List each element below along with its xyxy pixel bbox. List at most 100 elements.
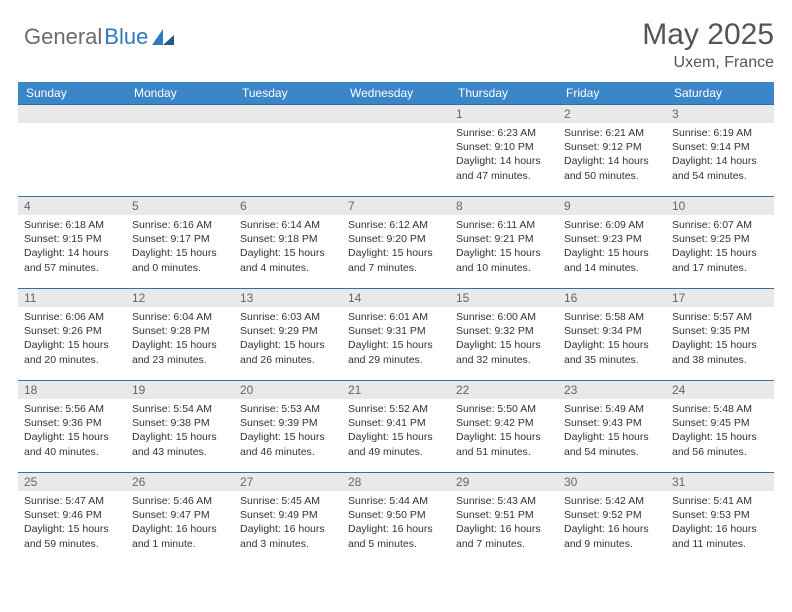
day-cell: 8Sunrise: 6:11 AMSunset: 9:21 PMDaylight… [450,197,558,289]
day-details: Sunrise: 5:50 AMSunset: 9:42 PMDaylight:… [450,399,558,461]
calendar-row: 11Sunrise: 6:06 AMSunset: 9:26 PMDayligh… [18,289,774,381]
day-details: Sunrise: 5:53 AMSunset: 9:39 PMDaylight:… [234,399,342,461]
empty-cell [18,105,126,197]
day-number: 13 [234,289,342,307]
day-cell: 5Sunrise: 6:16 AMSunset: 9:17 PMDaylight… [126,197,234,289]
day-number [342,105,450,123]
day-cell: 28Sunrise: 5:44 AMSunset: 9:50 PMDayligh… [342,473,450,565]
day-details: Sunrise: 5:48 AMSunset: 9:45 PMDaylight:… [666,399,774,461]
day-number: 15 [450,289,558,307]
logo-text-2: Blue [104,24,148,50]
day-details: Sunrise: 6:06 AMSunset: 9:26 PMDaylight:… [18,307,126,369]
day-number: 19 [126,381,234,399]
day-number: 23 [558,381,666,399]
day-number: 18 [18,381,126,399]
day-details: Sunrise: 5:41 AMSunset: 9:53 PMDaylight:… [666,491,774,553]
day-number: 28 [342,473,450,491]
day-number: 7 [342,197,450,215]
day-details: Sunrise: 6:21 AMSunset: 9:12 PMDaylight:… [558,123,666,185]
weekday-header: Saturday [666,82,774,105]
day-number: 10 [666,197,774,215]
day-details: Sunrise: 6:18 AMSunset: 9:15 PMDaylight:… [18,215,126,277]
day-cell: 30Sunrise: 5:42 AMSunset: 9:52 PMDayligh… [558,473,666,565]
location: Uxem, France [642,54,774,72]
day-number: 21 [342,381,450,399]
day-number: 9 [558,197,666,215]
calendar-page: GeneralBlue May 2025 Uxem, France Sunday… [0,0,792,612]
empty-cell [342,105,450,197]
day-details: Sunrise: 5:44 AMSunset: 9:50 PMDaylight:… [342,491,450,553]
day-details: Sunrise: 5:45 AMSunset: 9:49 PMDaylight:… [234,491,342,553]
day-details: Sunrise: 6:23 AMSunset: 9:10 PMDaylight:… [450,123,558,185]
logo: GeneralBlue [24,24,174,50]
day-details: Sunrise: 6:11 AMSunset: 9:21 PMDaylight:… [450,215,558,277]
day-number: 25 [18,473,126,491]
day-details: Sunrise: 5:57 AMSunset: 9:35 PMDaylight:… [666,307,774,369]
calendar-row: 25Sunrise: 5:47 AMSunset: 9:46 PMDayligh… [18,473,774,565]
day-cell: 31Sunrise: 5:41 AMSunset: 9:53 PMDayligh… [666,473,774,565]
calendar-body: 1Sunrise: 6:23 AMSunset: 9:10 PMDaylight… [18,105,774,565]
day-cell: 26Sunrise: 5:46 AMSunset: 9:47 PMDayligh… [126,473,234,565]
day-number: 6 [234,197,342,215]
day-number: 22 [450,381,558,399]
day-details: Sunrise: 6:04 AMSunset: 9:28 PMDaylight:… [126,307,234,369]
day-number: 26 [126,473,234,491]
day-cell: 13Sunrise: 6:03 AMSunset: 9:29 PMDayligh… [234,289,342,381]
logo-mark-icon [152,29,174,45]
day-cell: 4Sunrise: 6:18 AMSunset: 9:15 PMDaylight… [18,197,126,289]
day-cell: 15Sunrise: 6:00 AMSunset: 9:32 PMDayligh… [450,289,558,381]
day-cell: 21Sunrise: 5:52 AMSunset: 9:41 PMDayligh… [342,381,450,473]
day-cell: 25Sunrise: 5:47 AMSunset: 9:46 PMDayligh… [18,473,126,565]
day-number: 30 [558,473,666,491]
weekday-header: Thursday [450,82,558,105]
day-number: 8 [450,197,558,215]
day-details: Sunrise: 5:46 AMSunset: 9:47 PMDaylight:… [126,491,234,553]
empty-cell [234,105,342,197]
day-cell: 23Sunrise: 5:49 AMSunset: 9:43 PMDayligh… [558,381,666,473]
day-details: Sunrise: 5:47 AMSunset: 9:46 PMDaylight:… [18,491,126,553]
day-number: 11 [18,289,126,307]
day-number: 17 [666,289,774,307]
day-details: Sunrise: 6:01 AMSunset: 9:31 PMDaylight:… [342,307,450,369]
day-number: 29 [450,473,558,491]
day-cell: 11Sunrise: 6:06 AMSunset: 9:26 PMDayligh… [18,289,126,381]
calendar-row: 1Sunrise: 6:23 AMSunset: 9:10 PMDaylight… [18,105,774,197]
day-details: Sunrise: 5:54 AMSunset: 9:38 PMDaylight:… [126,399,234,461]
day-cell: 12Sunrise: 6:04 AMSunset: 9:28 PMDayligh… [126,289,234,381]
day-number [18,105,126,123]
day-cell: 7Sunrise: 6:12 AMSunset: 9:20 PMDaylight… [342,197,450,289]
day-number: 12 [126,289,234,307]
day-details: Sunrise: 6:00 AMSunset: 9:32 PMDaylight:… [450,307,558,369]
day-details: Sunrise: 6:12 AMSunset: 9:20 PMDaylight:… [342,215,450,277]
day-details: Sunrise: 6:07 AMSunset: 9:25 PMDaylight:… [666,215,774,277]
day-details: Sunrise: 6:14 AMSunset: 9:18 PMDaylight:… [234,215,342,277]
day-number: 4 [18,197,126,215]
day-cell: 24Sunrise: 5:48 AMSunset: 9:45 PMDayligh… [666,381,774,473]
logo-text-1: General [24,24,102,50]
day-details: Sunrise: 6:03 AMSunset: 9:29 PMDaylight:… [234,307,342,369]
day-number: 1 [450,105,558,123]
day-cell: 3Sunrise: 6:19 AMSunset: 9:14 PMDaylight… [666,105,774,197]
day-cell: 6Sunrise: 6:14 AMSunset: 9:18 PMDaylight… [234,197,342,289]
calendar-table: SundayMondayTuesdayWednesdayThursdayFrid… [18,82,774,565]
day-number: 5 [126,197,234,215]
weekday-header: Wednesday [342,82,450,105]
day-number: 16 [558,289,666,307]
day-cell: 20Sunrise: 5:53 AMSunset: 9:39 PMDayligh… [234,381,342,473]
header: GeneralBlue May 2025 Uxem, France [18,18,774,72]
day-cell: 10Sunrise: 6:07 AMSunset: 9:25 PMDayligh… [666,197,774,289]
day-cell: 17Sunrise: 5:57 AMSunset: 9:35 PMDayligh… [666,289,774,381]
month-title: May 2025 [642,18,774,52]
day-details: Sunrise: 5:42 AMSunset: 9:52 PMDaylight:… [558,491,666,553]
day-cell: 22Sunrise: 5:50 AMSunset: 9:42 PMDayligh… [450,381,558,473]
day-details: Sunrise: 5:52 AMSunset: 9:41 PMDaylight:… [342,399,450,461]
weekday-row: SundayMondayTuesdayWednesdayThursdayFrid… [18,82,774,105]
day-details: Sunrise: 5:43 AMSunset: 9:51 PMDaylight:… [450,491,558,553]
day-cell: 1Sunrise: 6:23 AMSunset: 9:10 PMDaylight… [450,105,558,197]
calendar-row: 18Sunrise: 5:56 AMSunset: 9:36 PMDayligh… [18,381,774,473]
weekday-header: Monday [126,82,234,105]
day-cell: 16Sunrise: 5:58 AMSunset: 9:34 PMDayligh… [558,289,666,381]
day-number [234,105,342,123]
day-number: 14 [342,289,450,307]
weekday-header: Tuesday [234,82,342,105]
